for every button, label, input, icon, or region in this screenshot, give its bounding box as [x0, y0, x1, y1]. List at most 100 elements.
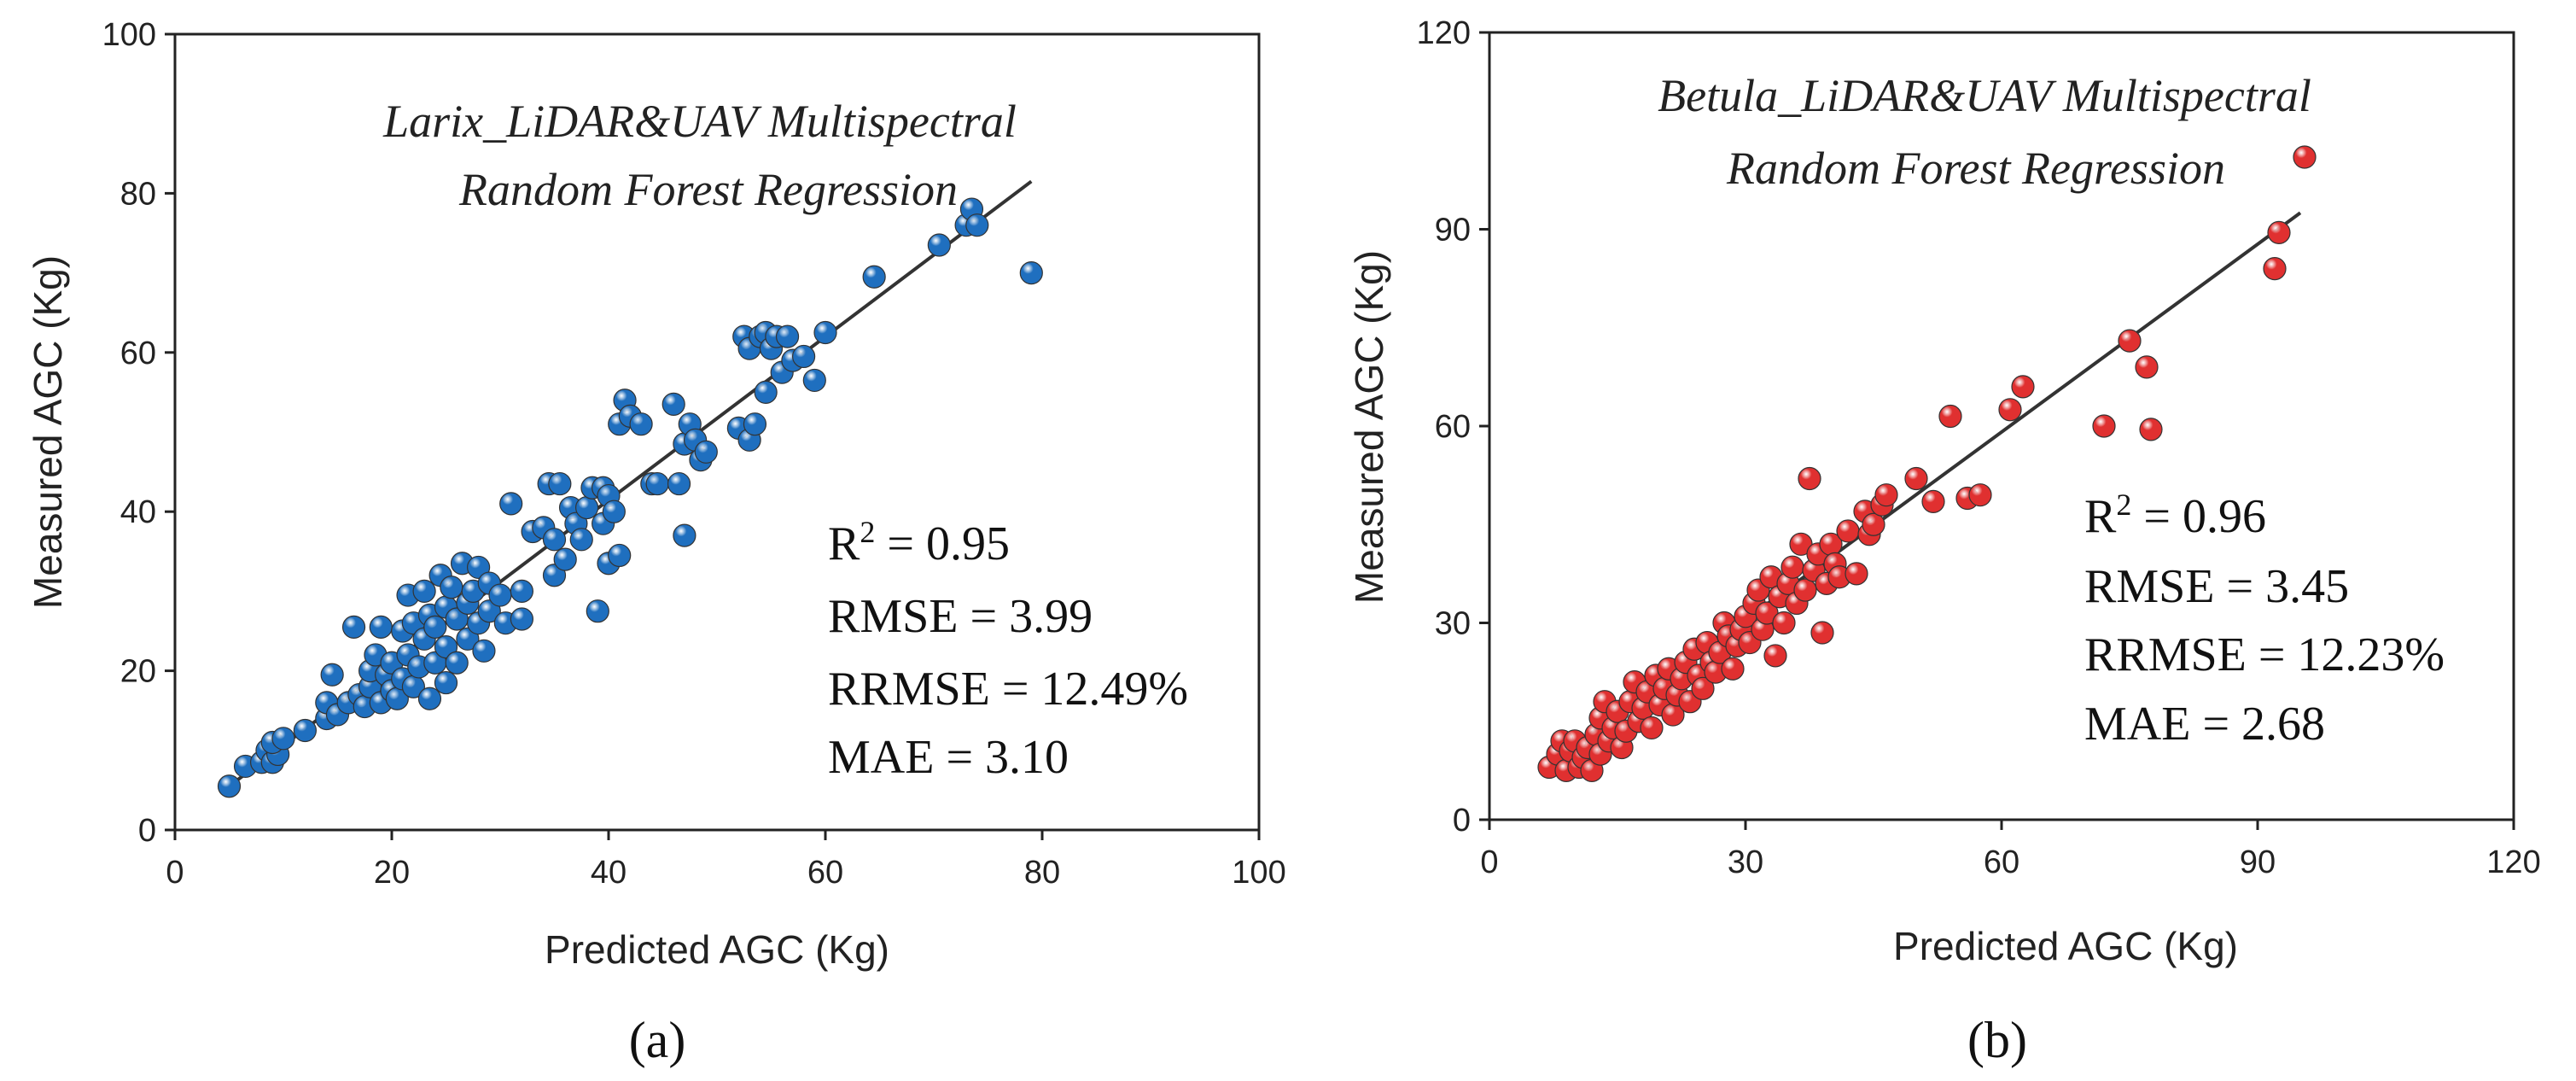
panel-b-xlabel: Predicted AGC (Kg) — [1893, 924, 2238, 968]
panel-b-points — [1537, 145, 2317, 782]
panel-b-ytick-label: 120 — [1417, 15, 1471, 51]
panel-a-point — [586, 599, 609, 623]
panel-b-r2-value: = 0.96 — [2131, 490, 2266, 543]
panel-a-point — [775, 324, 800, 348]
panel-b-point — [1921, 489, 1945, 513]
panel-a-ytick-label: 60 — [120, 336, 156, 371]
panel-a-point — [791, 344, 816, 369]
panel-a-point — [574, 495, 599, 520]
panel-a-point — [369, 615, 393, 639]
panel-a-xtick-label: 80 — [1024, 855, 1060, 891]
panel-b-scatter: 0 30 60 90 120 0 30 60 90 120 Betula_LiDAR&UAV Mu… — [1347, 15, 2541, 1068]
panel-a-ytick-label: 20 — [120, 654, 156, 690]
panel-a-r2: R2 = 0.95 — [828, 515, 1010, 570]
panel-a-point — [813, 320, 837, 345]
panel-a-mae: MAE = 3.10 — [828, 731, 1069, 784]
panel-a-point — [417, 687, 442, 710]
panel-a-xtick-label: 20 — [374, 855, 410, 891]
panel-a-title-line-1: Larix_LiDAR&UAV Multispectral — [382, 96, 1017, 147]
panel-b-point — [1721, 657, 1745, 681]
panel-b-point — [1763, 644, 1787, 668]
panel-a-point — [293, 718, 317, 743]
panel-b-rrmse: RRMSE = 12.23% — [2084, 628, 2445, 681]
panel-b-point — [2092, 414, 2116, 438]
panel-b-point — [1845, 562, 1868, 586]
panel-b-point — [1772, 611, 1796, 635]
panel-a-caption: (a) — [629, 1012, 686, 1068]
panel-a-xlabel: Predicted AGC (Kg) — [545, 927, 889, 972]
panel-a-point — [548, 471, 572, 496]
panel-a-r2-value: = 0.95 — [875, 517, 1010, 570]
panel-a-ticks: 0 20 40 60 80 100 0 20 40 60 80 100 — [102, 17, 1286, 891]
panel-a-point — [472, 639, 496, 663]
panel-a-point — [569, 528, 593, 552]
panel-a-point — [445, 651, 469, 675]
panel-b-point — [1862, 512, 1885, 536]
panel-b-xtick-label: 30 — [1728, 844, 1763, 880]
panel-b-point — [2263, 257, 2287, 281]
panel-a-point — [965, 213, 989, 237]
panel-b-point — [1938, 404, 1962, 429]
panel-a-point — [440, 576, 463, 599]
panel-b-point — [1904, 466, 1928, 491]
panel-b-point — [1691, 676, 1715, 700]
panel-a-point — [743, 412, 767, 436]
panel-a-point — [667, 471, 691, 496]
panel-b-rmse: RMSE = 3.45 — [2084, 560, 2349, 613]
panel-b-mae: MAE = 2.68 — [2084, 698, 2325, 751]
panel-a-point — [673, 523, 696, 547]
panel-b-xtick-label: 0 — [1480, 844, 1498, 880]
panel-a-point — [423, 615, 447, 639]
panel-a-xtick-label: 0 — [166, 855, 184, 891]
panel-a-xtick-label: 60 — [807, 855, 843, 891]
panel-a-point — [499, 492, 523, 516]
panel-b-ticks: 0 30 60 90 120 0 30 60 90 120 — [1417, 15, 2541, 880]
panel-b-ylabel: Measured AGC (Kg) — [1347, 250, 1391, 604]
panel-a-point — [553, 547, 577, 571]
panel-b-point — [1640, 716, 1664, 740]
panel-b-caption: (b) — [1967, 1012, 2027, 1068]
panel-a-point — [661, 392, 685, 416]
panel-a-point — [802, 368, 826, 393]
panel-a-ytick-label: 80 — [120, 176, 156, 212]
panel-a-ylabel: Measured AGC (Kg) — [26, 255, 70, 609]
panel-a-points — [217, 197, 1043, 798]
panel-a-rmse: RMSE = 3.99 — [828, 590, 1093, 643]
panel-a-point — [271, 727, 295, 751]
panel-b-point — [2135, 355, 2159, 379]
panel-a-point — [217, 774, 242, 798]
panel-a-point — [477, 599, 501, 623]
panel-b-title-line-1: Betula_LiDAR&UAV Multispectral — [1658, 70, 2311, 121]
panel-a-r2-prefix: R — [828, 517, 860, 570]
panel-a-rrmse: RRMSE = 12.49% — [828, 663, 1188, 716]
panel-b-r2: R2 = 0.96 — [2084, 488, 2266, 543]
panel-b-ytick-label: 60 — [1435, 409, 1471, 445]
panel-a-point — [645, 471, 669, 496]
panel-b-xtick-label: 60 — [1984, 844, 2019, 880]
panel-b-ytick-label: 90 — [1435, 213, 1471, 248]
panel-a-point — [542, 564, 567, 587]
panel-a-point — [488, 583, 512, 607]
panel-a-point — [608, 543, 632, 568]
panel-a-point — [754, 380, 778, 404]
panel-a-title-line-2: Random Forest Regression — [458, 164, 958, 215]
panel-a-point — [1019, 261, 1043, 285]
panel-a-point — [510, 579, 534, 604]
panel-a-point — [510, 607, 534, 631]
panel-b-point — [1836, 519, 1860, 543]
panel-b-point — [2011, 375, 2035, 399]
panel-b-point — [1998, 398, 2022, 422]
panel-a-point — [542, 528, 567, 552]
panel-b-ytick-label: 30 — [1435, 606, 1471, 642]
panel-b-point — [2293, 145, 2317, 169]
panel-a-xtick-label: 40 — [591, 855, 627, 891]
panel-a-point — [862, 265, 886, 289]
panel-b-point — [1874, 483, 1898, 507]
panel-b-point — [1798, 466, 1821, 491]
panel-a-point — [602, 500, 626, 523]
panel-b-point — [1810, 621, 1834, 645]
panel-b-point — [2118, 329, 2142, 353]
panel-a-r2-sup: 2 — [860, 515, 875, 549]
panel-b-point — [2139, 418, 2163, 441]
